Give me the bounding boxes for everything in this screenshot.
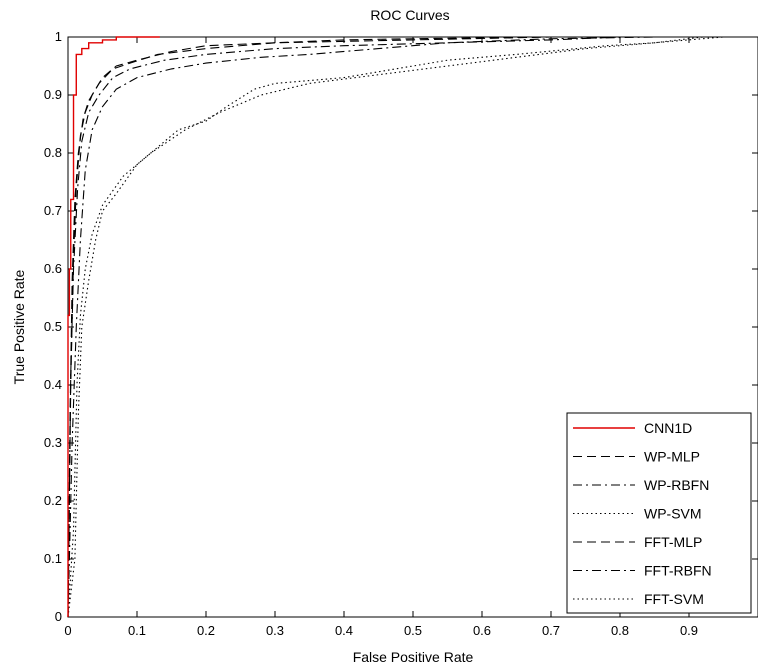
y-tick-label: 0.6 (44, 261, 62, 276)
legend-label: FFT-MLP (644, 534, 702, 550)
series-fft-mlp-line (67, 36, 758, 618)
x-tick-label: 0.6 (473, 623, 491, 638)
x-tick-label: 0.4 (335, 623, 353, 638)
x-tick-label: 0.9 (680, 623, 698, 638)
legend-label: FFT-RBFN (644, 563, 712, 579)
series-fft-svm-line (67, 36, 758, 618)
series-fft-rbfn-line (67, 36, 758, 618)
legend-label: CNN1D (644, 420, 692, 436)
legend-label: WP-RBFN (644, 477, 709, 493)
y-axis-title: True Positive Rate (11, 269, 27, 384)
chart-title: ROC Curves (370, 7, 449, 23)
y-tick-label: 0.3 (44, 435, 62, 450)
y-tick-label: 0 (55, 609, 62, 624)
legend: CNN1D WP-MLP WP-RBFN WP-SVM FFT-MLP FFT-RBFN F… (566, 412, 752, 614)
legend-box (566, 412, 752, 614)
x-tick-label: 0.7 (542, 623, 560, 638)
x-axis-title: False Positive Rate (353, 649, 474, 665)
y-tick-label: 0.2 (44, 493, 62, 508)
x-tick-label: 0.2 (197, 623, 215, 638)
legend-label: WP-SVM (644, 506, 702, 522)
legend-label: FFT-SVM (644, 591, 704, 607)
x-tick-label: 0.8 (611, 623, 629, 638)
axis-ticks: 0 0.1 0.2 0.3 0.4 0.5 0.6 0.7 0.8 0.9 0 0.1 0.2 0.3 0.… (44, 29, 758, 638)
y-tick-label: 0.1 (44, 551, 62, 566)
y-tick-label: 1 (55, 29, 62, 44)
series-wp-svm-line (67, 36, 758, 618)
x-tick-label: 0.3 (266, 623, 284, 638)
x-tick-label: 0 (64, 623, 71, 638)
y-tick-label: 0.7 (44, 203, 62, 218)
series-cnn1d-line (67, 36, 160, 617)
y-tick-label: 0.9 (44, 87, 62, 102)
x-tick-label: 0.5 (404, 623, 422, 638)
series-wp-rbfn-line (67, 36, 758, 618)
series-wp-mlp-line (67, 36, 758, 618)
y-tick-label: 0.8 (44, 145, 62, 160)
legend-label: WP-MLP (644, 449, 700, 465)
roc-curves (67, 36, 758, 618)
x-tick-label: 0.1 (128, 623, 146, 638)
y-tick-label: 0.4 (44, 377, 62, 392)
y-tick-label: 0.5 (44, 319, 62, 334)
